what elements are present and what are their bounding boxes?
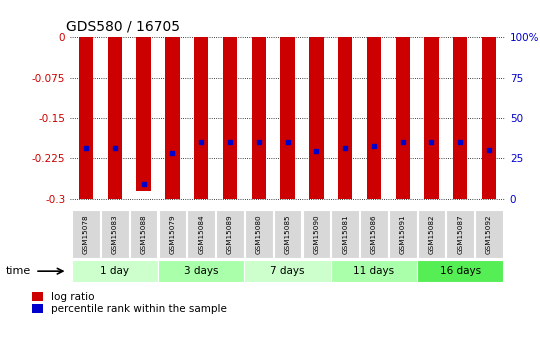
Bar (245, 210, 273, 258)
Text: GSM15085: GSM15085 (285, 214, 291, 254)
Bar (360, 210, 388, 258)
Text: GSM15091: GSM15091 (400, 214, 406, 254)
Bar (424, 37, 438, 199)
Bar (252, 37, 266, 199)
Bar (309, 37, 323, 199)
Text: GSM15089: GSM15089 (227, 214, 233, 254)
Bar (367, 37, 381, 199)
Bar (137, 37, 151, 191)
Text: GSM15086: GSM15086 (371, 214, 377, 254)
Bar (79, 37, 93, 199)
Text: GSM15088: GSM15088 (140, 214, 146, 254)
Bar (332, 210, 359, 258)
Legend: log ratio, percentile rank within the sample: log ratio, percentile rank within the sa… (32, 292, 227, 314)
Text: GSM15079: GSM15079 (170, 214, 176, 254)
Bar (216, 210, 244, 258)
Text: 7 days: 7 days (271, 266, 305, 276)
Text: 3 days: 3 days (184, 266, 219, 276)
Text: time: time (5, 266, 31, 276)
Bar (72, 210, 100, 258)
Bar (107, 37, 122, 199)
Text: GSM15081: GSM15081 (342, 214, 348, 254)
Bar (159, 210, 186, 258)
Bar (417, 210, 446, 258)
Bar (274, 210, 301, 258)
Bar (165, 37, 180, 199)
Bar (280, 37, 295, 199)
Bar (482, 37, 496, 199)
Bar (447, 210, 474, 258)
Bar (453, 37, 468, 199)
Text: GDS580 / 16705: GDS580 / 16705 (66, 19, 180, 33)
Bar (130, 210, 158, 258)
Text: GSM15090: GSM15090 (313, 214, 319, 254)
Text: 16 days: 16 days (440, 266, 481, 276)
Bar (302, 210, 330, 258)
Bar (194, 37, 208, 199)
Text: GSM15080: GSM15080 (256, 214, 262, 254)
Text: GSM15082: GSM15082 (429, 214, 435, 254)
Bar (101, 210, 129, 258)
Bar (72, 260, 158, 282)
Text: GSM15083: GSM15083 (112, 214, 118, 254)
Bar (245, 260, 330, 282)
Text: 11 days: 11 days (353, 266, 395, 276)
Text: GSM15078: GSM15078 (83, 214, 89, 254)
Bar (158, 260, 245, 282)
Bar (395, 37, 410, 199)
Text: 1 day: 1 day (100, 266, 129, 276)
Text: GSM15087: GSM15087 (457, 214, 463, 254)
Bar (330, 260, 417, 282)
Bar (475, 210, 503, 258)
Bar (187, 210, 215, 258)
Bar (338, 37, 352, 199)
Text: GSM15084: GSM15084 (198, 214, 204, 254)
Bar (417, 260, 503, 282)
Bar (223, 37, 237, 199)
Bar (389, 210, 416, 258)
Text: GSM15092: GSM15092 (486, 214, 492, 254)
